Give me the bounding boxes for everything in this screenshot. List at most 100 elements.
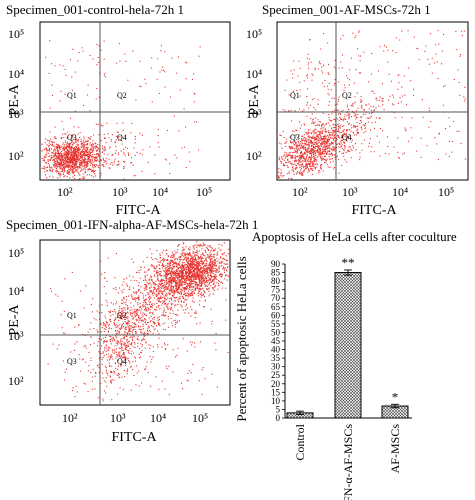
scatter-point	[328, 63, 330, 65]
scatter-point	[175, 270, 177, 272]
scatter-point	[169, 297, 171, 299]
scatter-point	[436, 61, 438, 63]
scatter-point	[109, 319, 111, 321]
scatter-point	[74, 148, 76, 150]
scatter-point	[313, 164, 315, 166]
scatter-point	[315, 166, 317, 168]
scatter-point	[295, 134, 297, 136]
scatter-point	[193, 270, 195, 272]
scatter-point	[344, 114, 346, 116]
scatter-point	[303, 169, 305, 171]
scatter-point	[313, 107, 315, 109]
scatter-point	[291, 142, 293, 144]
scatter-point	[182, 274, 184, 276]
scatter-point	[200, 244, 202, 246]
scatter-point	[214, 278, 216, 280]
scatter-point	[201, 256, 203, 258]
scatter-point	[194, 313, 196, 315]
scatter-point	[210, 262, 212, 264]
scatter-point	[157, 289, 159, 291]
scatter-point	[160, 45, 162, 47]
scatter-point	[87, 141, 89, 143]
scatter-point	[310, 140, 312, 142]
scatter-point	[63, 148, 65, 150]
scatter-point	[45, 56, 47, 58]
scatter-point	[139, 306, 141, 308]
scatter-point	[185, 285, 187, 287]
scatter-point	[176, 281, 178, 283]
scatter-point	[351, 127, 353, 129]
scatter-point	[64, 175, 66, 177]
scatter-point	[327, 135, 329, 137]
scatter-point	[339, 132, 341, 134]
scatter-point	[327, 122, 329, 124]
scatter-point	[320, 154, 322, 156]
scatter-point	[175, 274, 177, 276]
scatter-point	[320, 157, 322, 159]
scatter-point	[107, 133, 109, 135]
scatter-point	[181, 282, 183, 284]
scatter-point	[169, 282, 171, 284]
scatter-point	[312, 130, 314, 132]
scatter-point	[150, 67, 152, 69]
scatter-point	[184, 299, 186, 301]
scatter-point	[218, 266, 220, 268]
scatter-point	[191, 281, 193, 283]
scatter-point	[310, 146, 312, 148]
scatter-point	[179, 281, 181, 283]
scatter-point	[100, 175, 102, 177]
scatter-point	[189, 161, 191, 163]
scatter-point	[356, 110, 358, 112]
scatter-point	[363, 139, 365, 141]
scatter-point	[337, 100, 339, 102]
scatter-point	[200, 276, 202, 278]
scatter-point	[344, 145, 346, 147]
scatter-point	[374, 127, 376, 129]
scatter-point	[188, 263, 190, 265]
scatter-point	[166, 299, 168, 301]
scatter-point	[226, 274, 228, 276]
scatter-point	[203, 283, 205, 285]
scatter-point	[225, 274, 227, 276]
scatter-point	[96, 43, 98, 45]
scatter-point	[403, 152, 405, 154]
scatter-point	[113, 324, 115, 326]
scatter-point	[69, 161, 71, 163]
scatter-point	[54, 153, 56, 155]
scatter-point	[119, 332, 121, 334]
scatter-point	[82, 177, 84, 179]
scatter-point	[92, 167, 94, 169]
scatter-point	[346, 136, 348, 138]
scatter-point	[308, 157, 310, 159]
scatter-point	[202, 269, 204, 271]
scatter-point	[69, 159, 71, 161]
scatter-point	[320, 157, 322, 159]
scatter-point	[328, 146, 330, 148]
scatter-point	[295, 144, 297, 146]
scatter-point	[309, 139, 311, 141]
scatter-point	[289, 136, 291, 138]
scatter-point	[163, 261, 165, 263]
scatter-point	[155, 280, 157, 282]
scatter-point	[193, 264, 195, 266]
scatter-point	[135, 312, 137, 314]
scatter-point	[87, 147, 89, 149]
scatter-point	[203, 267, 205, 269]
scatter-point	[191, 282, 193, 284]
scatter-point	[323, 137, 325, 139]
scatter-point	[362, 113, 364, 115]
scatter-point	[306, 166, 308, 168]
scatter-point	[302, 157, 304, 159]
scatter-point	[209, 293, 211, 295]
scatter-point	[156, 276, 158, 278]
scatter-point	[103, 150, 105, 152]
scatter-point	[60, 138, 62, 140]
scatter-point	[134, 142, 136, 144]
scatter-point	[133, 326, 135, 328]
scatter-point	[64, 157, 66, 159]
scatter-point	[97, 167, 99, 169]
scatter-point	[68, 169, 70, 171]
scatter-point	[56, 161, 58, 163]
scatter-point	[84, 152, 86, 154]
scatter-point	[341, 125, 343, 127]
